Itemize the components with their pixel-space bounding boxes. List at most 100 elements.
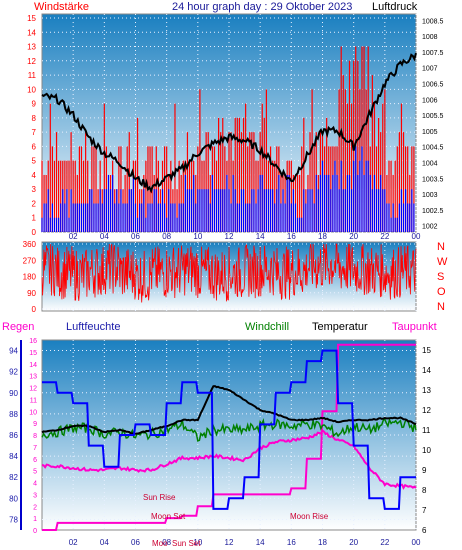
windchill-label: Windchill [245, 321, 289, 333]
temp-humidity-axes: 7880828486889092940123456789101112131415… [9, 338, 431, 547]
moon-annotation: Moo [152, 539, 168, 548]
wind-axis-tick-label: 2 [32, 199, 37, 208]
wind-direction-line [41, 243, 417, 303]
compass-label: W [437, 256, 448, 268]
compass-label: N [437, 301, 445, 313]
time-axis-tick-label: 20 [349, 232, 358, 241]
humidity-axis-tick-label: 88 [9, 410, 18, 419]
temperature-axis-tick-label: 9 [422, 466, 427, 475]
time-axis-tick-label: 04 [100, 538, 109, 547]
rain-axis-tick-label: 14 [29, 362, 37, 369]
pressure-axis-tick-label: 1002.5 [422, 208, 444, 215]
rain-axis-tick-label: 7 [33, 445, 37, 452]
time-axis-tick-label: 12 [225, 232, 234, 241]
time-axis-tick-label: 10 [193, 232, 202, 241]
time-axis-tick-label: 02 [69, 232, 78, 241]
temperature-axis-tick-label: 12 [422, 406, 431, 415]
wind-axis-tick-label: 6 [32, 142, 37, 151]
compass-label: S [437, 271, 444, 283]
rain-axis-tick-label: 3 [33, 492, 37, 499]
time-axis-tick-label: 08 [162, 232, 171, 241]
temperature-axis-tick-label: 13 [422, 386, 431, 395]
humidity-axis-tick-label: 80 [9, 494, 18, 503]
rain-axis-tick-label: 5 [33, 469, 37, 476]
time-axis-tick-label: 16 [287, 538, 296, 547]
wind-axis-tick-label: 4 [32, 171, 37, 180]
humidity-axis-tick-label: 84 [9, 452, 18, 461]
rain-axis-tick-label: 16 [29, 338, 37, 345]
wind-axis-tick-label: 5 [32, 157, 37, 166]
time-axis-tick-label: 18 [318, 538, 327, 547]
rain-axis-tick-label: 6 [33, 457, 37, 464]
wind-axis-tick-label: 1 [32, 214, 37, 223]
direction-axis-tick-label: 0 [32, 305, 37, 314]
rain-label: Regen [2, 321, 34, 333]
time-axis-tick-label: 20 [349, 538, 358, 547]
pressure-axis-tick-label: 1007.5 [422, 50, 444, 57]
wind-axis-tick-label: 8 [32, 114, 37, 123]
direction-axis-tick-label: 90 [27, 289, 36, 298]
humidity-axis-tick-label: 90 [9, 389, 18, 398]
temperature-axis-tick-label: 14 [422, 366, 431, 375]
wind-direction-series [41, 243, 417, 303]
temperature-axis-tick-label: 10 [422, 446, 431, 455]
pressure-axis-tick-label: 1003.5 [422, 176, 444, 183]
pressure-axis-tick-label: 1007 [422, 66, 438, 73]
pressure-axis-tick-label: 1008 [422, 34, 438, 41]
time-axis-tick-label: 16 [287, 232, 296, 241]
temperature-axis-tick-label: 8 [422, 486, 427, 495]
time-axis-tick-label: 00 [412, 232, 421, 241]
time-axis-tick-label: 12 [225, 538, 234, 547]
sun-rise-annotation: Sun Rise [143, 493, 176, 502]
wind-axis-tick-label: 12 [27, 57, 36, 66]
humidity-axis-tick-label: 82 [9, 473, 18, 482]
moon-rise-annotation: Moon Rise [290, 512, 329, 521]
wind-strength-label: Windstärke [34, 1, 89, 13]
temperature-axis-tick-label: 6 [422, 526, 427, 535]
pressure-label: Luftdruck [372, 1, 418, 13]
rain-axis-tick-label: 8 [33, 433, 37, 440]
rain-axis-tick-label: 10 [29, 409, 37, 416]
chart-title: 24 hour graph day : 29 Oktober 2023 [172, 1, 352, 13]
time-axis-tick-label: 00 [412, 538, 421, 547]
time-axis-tick-label: 14 [256, 538, 265, 547]
time-axis-tick-label: 02 [69, 538, 78, 547]
wind-axis-tick-label: 11 [28, 71, 37, 80]
time-axis-tick-label: 06 [131, 538, 140, 547]
rain-axis-tick-label: 12 [29, 386, 37, 393]
rain-axis-tick-label: 11 [30, 397, 37, 404]
humidity-axis-tick-label: 86 [9, 431, 18, 440]
pressure-axis-tick-label: 1006.5 [422, 82, 444, 89]
wind-axis-tick-label: 15 [27, 14, 36, 23]
rain-axis-tick-label: 2 [33, 504, 37, 511]
time-axis-tick-label: 22 [380, 538, 389, 547]
rain-axis-tick-label: 0 [33, 528, 37, 535]
wind-axis-tick-label: 10 [27, 85, 36, 94]
temperature-axis-tick-label: 7 [422, 506, 427, 515]
humidity-axis-tick-label: 92 [9, 368, 18, 377]
compass-label: O [437, 286, 446, 298]
wind-pressure-grid [42, 14, 417, 233]
dewpoint-label: Taupunkt [392, 321, 437, 333]
pressure-axis-tick-label: 1005.5 [422, 113, 444, 120]
time-axis-tick-label: 10 [193, 538, 202, 547]
moon-set-annotation: Moon Set [151, 512, 186, 521]
wind-axis-tick-label: 0 [32, 228, 37, 237]
sun-set-annotation: Sun Set [172, 539, 201, 548]
humidity-line [42, 349, 416, 510]
wind-axis-tick-label: 9 [32, 100, 37, 109]
wind-pressure-series [41, 46, 417, 232]
pressure-line [41, 52, 417, 194]
time-axis-tick-label: 22 [380, 232, 389, 241]
humidity-label: Luftfeuchte [66, 321, 120, 333]
wind-axis-tick-label: 7 [32, 128, 37, 137]
pressure-axis-tick-label: 1004 [422, 160, 438, 167]
time-axis-tick-label: 04 [100, 232, 109, 241]
wind-pressure-axes: 012345678910111213141510021002.510031003… [27, 14, 443, 241]
direction-axis-tick-label: 270 [23, 256, 37, 265]
time-axis-tick-label: 14 [256, 232, 265, 241]
wind-axis-tick-label: 13 [27, 43, 36, 52]
time-axis-tick-label: 06 [131, 232, 140, 241]
